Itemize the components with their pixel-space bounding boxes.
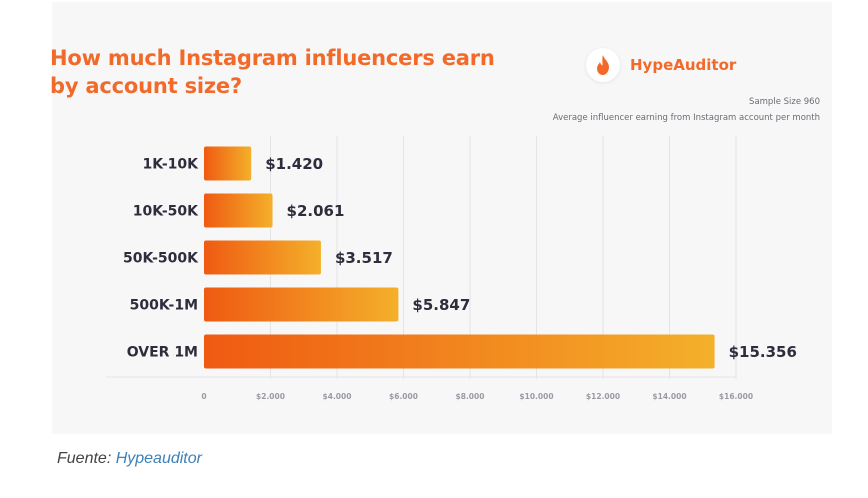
hypeauditor-logo: HypeAuditor [586, 48, 736, 82]
category-label: 1K-10K [142, 157, 199, 173]
category-label: 500K-1M [130, 298, 198, 314]
x-tick-label: $10.000 [519, 392, 553, 401]
category-label: 50K-500K [123, 251, 199, 267]
value-label: $3.517 [335, 249, 393, 267]
x-tick-label: $6.000 [389, 392, 418, 401]
x-tick-label: $2.000 [256, 392, 285, 401]
category-label: 10K-50K [133, 204, 199, 220]
x-tick-label: $12.000 [586, 392, 620, 401]
x-tick-label: $8.000 [456, 392, 485, 401]
chart-subtitle: Average influencer earning from Instagra… [552, 113, 820, 123]
value-label: $15.356 [729, 343, 797, 361]
bar [204, 334, 715, 369]
bar [204, 146, 252, 181]
brand-name: HypeAuditor [630, 56, 737, 74]
bar [204, 287, 399, 322]
category-label: OVER 1M [127, 345, 198, 361]
value-label: $5.847 [412, 296, 470, 314]
x-tick-label: $16.000 [719, 392, 753, 401]
x-tick-label: $4.000 [323, 392, 352, 401]
x-tick-label: 0 [201, 392, 206, 401]
bar [204, 240, 321, 275]
source-caption: Fuente: Hypeauditor [57, 450, 202, 468]
bar [204, 193, 273, 228]
x-tick-label: $14.000 [652, 392, 686, 401]
value-label: $2.061 [287, 202, 345, 220]
flame-icon [586, 48, 620, 82]
value-label: $1.420 [265, 155, 323, 173]
chart-title: How much Instagram influencers earn by a… [50, 46, 495, 98]
source-prefix: Fuente: [57, 450, 116, 467]
sample-size: Sample Size 960 [749, 97, 820, 107]
source-link[interactable]: Hypeauditor [115, 450, 202, 467]
